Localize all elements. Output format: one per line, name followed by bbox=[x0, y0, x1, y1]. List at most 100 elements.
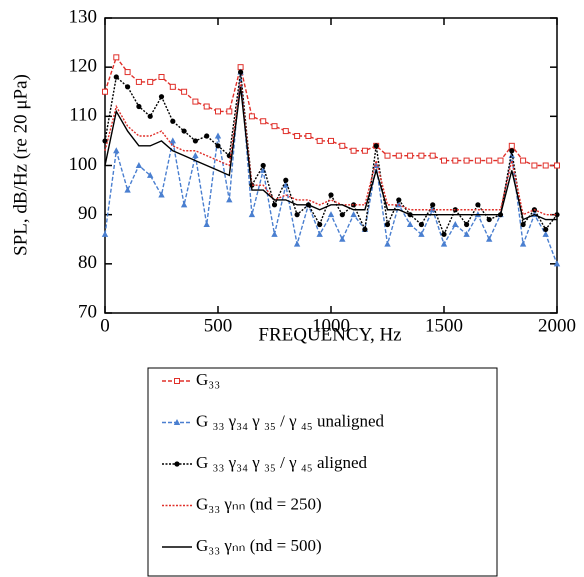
marker bbox=[339, 212, 345, 218]
x-tick-label: 2000 bbox=[538, 315, 576, 336]
y-tick-label: 130 bbox=[69, 6, 98, 27]
marker bbox=[395, 152, 402, 159]
marker bbox=[147, 171, 154, 178]
marker bbox=[317, 221, 323, 228]
legend-box bbox=[147, 367, 498, 577]
legend-label: G ₃₃ γ₃₄ γ ₃₅ / γ ₄₅ aligned bbox=[196, 453, 367, 472]
marker bbox=[350, 211, 357, 218]
marker bbox=[215, 108, 221, 115]
marker bbox=[102, 88, 108, 95]
marker bbox=[554, 212, 560, 218]
x-tick-label: 1500 bbox=[425, 315, 463, 336]
marker bbox=[169, 83, 176, 90]
marker bbox=[158, 74, 165, 80]
marker bbox=[294, 212, 300, 218]
marker bbox=[113, 74, 119, 80]
marker bbox=[135, 162, 143, 168]
marker bbox=[180, 201, 188, 208]
marker bbox=[520, 221, 526, 228]
marker bbox=[384, 221, 391, 228]
series-line bbox=[104, 86, 557, 221]
marker bbox=[384, 152, 391, 159]
marker bbox=[441, 231, 447, 237]
series-line bbox=[104, 55, 557, 167]
y-tick-label: 100 bbox=[69, 154, 98, 175]
marker bbox=[553, 260, 561, 267]
marker bbox=[486, 216, 492, 223]
marker bbox=[282, 128, 289, 135]
marker bbox=[136, 103, 142, 110]
y-tick-label: 120 bbox=[69, 56, 98, 77]
marker bbox=[429, 152, 436, 159]
marker bbox=[430, 202, 436, 208]
marker bbox=[497, 157, 504, 164]
marker bbox=[271, 202, 278, 208]
marker bbox=[350, 147, 357, 154]
legend-label: G₃₃ γₙₙ (nd = 250) bbox=[196, 494, 322, 513]
marker bbox=[174, 378, 180, 384]
marker bbox=[418, 230, 425, 237]
marker bbox=[192, 98, 199, 105]
marker bbox=[396, 197, 402, 203]
marker bbox=[384, 240, 391, 247]
marker bbox=[474, 157, 481, 164]
marker bbox=[158, 94, 165, 100]
marker bbox=[124, 186, 131, 193]
marker bbox=[519, 240, 527, 247]
marker bbox=[181, 128, 187, 134]
marker bbox=[102, 138, 108, 144]
legend-label: G₃₃ γₙₙ (nd = 500) bbox=[196, 536, 322, 555]
marker bbox=[542, 230, 549, 237]
marker bbox=[283, 177, 289, 183]
marker bbox=[226, 108, 233, 115]
series-line bbox=[104, 81, 557, 216]
marker bbox=[147, 113, 153, 119]
marker bbox=[328, 137, 334, 144]
x-axis-label: FREQUENCY, Hz bbox=[258, 324, 401, 345]
marker bbox=[316, 230, 323, 237]
marker bbox=[305, 133, 312, 139]
marker bbox=[554, 162, 560, 169]
series-line bbox=[104, 72, 558, 265]
marker bbox=[362, 226, 368, 233]
marker bbox=[260, 118, 267, 125]
marker bbox=[203, 221, 210, 227]
marker bbox=[124, 69, 131, 76]
marker bbox=[361, 147, 368, 154]
marker bbox=[509, 148, 515, 154]
marker bbox=[543, 226, 549, 233]
marker bbox=[248, 211, 256, 218]
marker bbox=[248, 113, 255, 120]
marker bbox=[339, 142, 346, 149]
y-tick-label: 110 bbox=[69, 105, 97, 126]
marker bbox=[238, 69, 244, 75]
marker bbox=[214, 132, 222, 139]
marker bbox=[339, 235, 346, 242]
marker bbox=[215, 143, 221, 149]
marker bbox=[440, 240, 448, 247]
x-tick-label: 1000 bbox=[312, 315, 350, 336]
marker bbox=[452, 221, 459, 227]
marker bbox=[226, 196, 233, 203]
marker bbox=[158, 191, 165, 198]
legend: G₃₃ G ₃₃ γ₃₄ γ ₃₅ / γ ₄₅ unaligned G ₃₃ γ₃… bbox=[162, 370, 384, 555]
marker bbox=[418, 152, 425, 159]
marker bbox=[531, 162, 538, 169]
marker bbox=[204, 133, 210, 139]
marker bbox=[418, 221, 424, 228]
marker bbox=[170, 118, 176, 124]
legend-label: G₃₃ bbox=[196, 370, 220, 389]
marker bbox=[169, 137, 176, 144]
marker bbox=[181, 88, 188, 95]
marker bbox=[316, 137, 323, 144]
marker bbox=[486, 235, 493, 242]
marker bbox=[271, 230, 278, 237]
y-axis-label: SPL, dB/Hz (re 20 μPa) bbox=[10, 74, 31, 256]
y-tick-label: 90 bbox=[78, 203, 97, 224]
marker bbox=[475, 202, 481, 208]
marker bbox=[173, 419, 181, 425]
marker bbox=[542, 162, 549, 169]
marker bbox=[328, 192, 334, 198]
marker bbox=[113, 54, 120, 61]
